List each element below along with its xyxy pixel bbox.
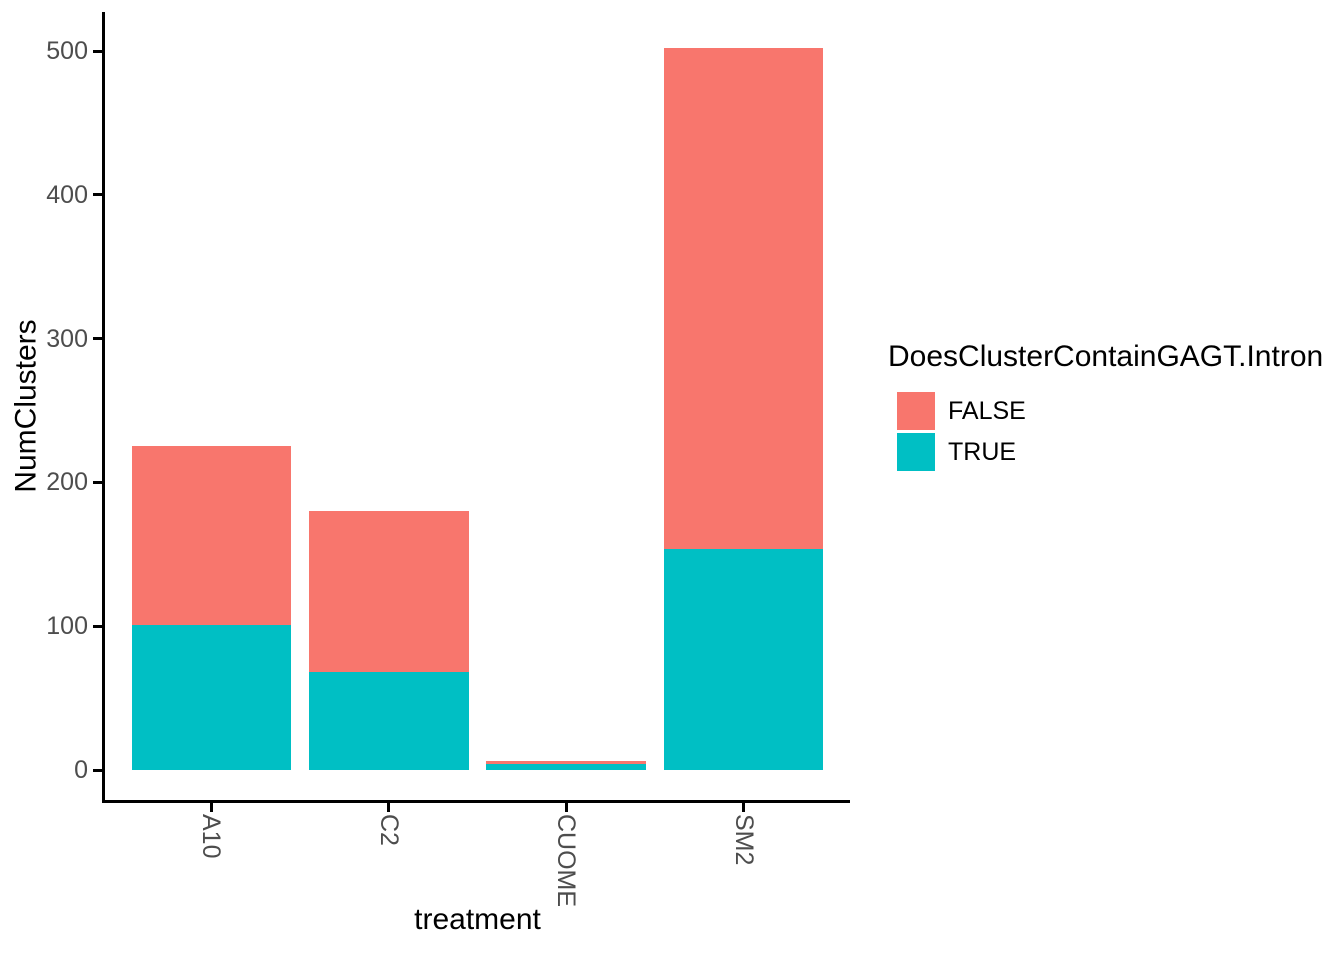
bar-segment-C2-TRUE bbox=[308, 672, 469, 770]
x-tick-label-text: A10 bbox=[197, 814, 226, 859]
y-tick-mark bbox=[93, 49, 102, 53]
bar-segment-CUOME-FALSE bbox=[486, 761, 646, 765]
x-tick-label-text: SM2 bbox=[729, 814, 758, 866]
y-axis-line bbox=[102, 12, 105, 803]
legend-label: TRUE bbox=[948, 437, 1017, 466]
bar-segment-C2-FALSE bbox=[308, 511, 469, 673]
y-tick-mark bbox=[93, 337, 102, 341]
legend-swatch-FALSE bbox=[897, 392, 935, 430]
legend-title: DoesClusterContainGAGT.Intron bbox=[888, 340, 1324, 373]
y-axis-title: NumClusters bbox=[0, 12, 54, 800]
x-tick-label-text: CUOME bbox=[552, 814, 581, 908]
legend-key-FALSE: FALSE bbox=[897, 392, 1323, 430]
y-tick-label: 100 bbox=[46, 612, 88, 641]
bar-segment-CUOME-TRUE bbox=[486, 764, 646, 770]
y-tick-label: 0 bbox=[74, 756, 88, 784]
x-tick-mark bbox=[564, 803, 568, 812]
x-tick-mark bbox=[387, 803, 391, 812]
x-tick-mark bbox=[209, 803, 213, 812]
bar-segment-SM2-TRUE bbox=[663, 548, 824, 770]
bar-segment-A10-TRUE bbox=[131, 624, 292, 770]
y-tick-label: 400 bbox=[46, 180, 88, 209]
x-tick-label-text: C2 bbox=[374, 814, 403, 846]
y-tick-mark bbox=[93, 480, 102, 484]
y-tick-mark bbox=[93, 624, 102, 628]
legend: DoesClusterContainGAGT.Intron FALSE TRUE bbox=[888, 340, 1323, 474]
legend-key-TRUE: TRUE bbox=[897, 433, 1323, 471]
y-tick-label: 200 bbox=[46, 468, 88, 497]
y-tick-mark bbox=[93, 768, 102, 772]
y-tick-mark bbox=[93, 193, 102, 197]
y-tick-label: 500 bbox=[46, 37, 88, 65]
legend-swatch-TRUE bbox=[897, 433, 935, 471]
legend-label: FALSE bbox=[948, 396, 1026, 425]
bar-segment-A10-FALSE bbox=[131, 446, 292, 625]
x-axis-line bbox=[102, 800, 850, 803]
x-axis-title: treatment bbox=[414, 903, 541, 936]
y-tick-label: 300 bbox=[46, 324, 88, 353]
legend-keys: FALSE TRUE bbox=[888, 392, 1323, 471]
bar-segment-SM2-FALSE bbox=[663, 48, 824, 549]
x-tick-mark bbox=[742, 803, 746, 812]
